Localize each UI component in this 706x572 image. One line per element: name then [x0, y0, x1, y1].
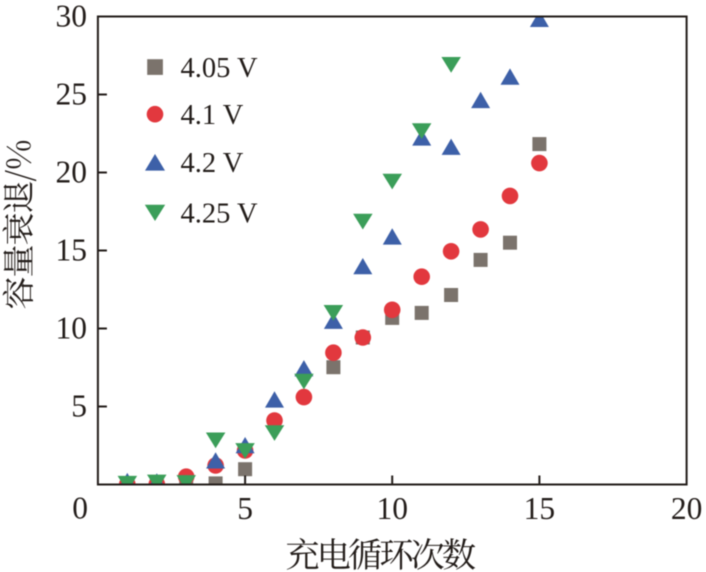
svg-text:15: 15 — [524, 491, 556, 526]
svg-text:15: 15 — [56, 233, 88, 268]
svg-text:5: 5 — [237, 491, 253, 526]
svg-text:20: 20 — [56, 155, 88, 190]
svg-text:10: 10 — [376, 491, 408, 526]
svg-text:4.05 V: 4.05 V — [181, 53, 258, 84]
svg-text:30: 30 — [56, 0, 88, 34]
svg-text:5: 5 — [71, 389, 87, 424]
svg-text:25: 25 — [56, 77, 88, 112]
svg-text:0: 0 — [72, 491, 88, 526]
svg-text:4.1 V: 4.1 V — [181, 100, 244, 131]
svg-text:20: 20 — [671, 491, 703, 526]
svg-text:10: 10 — [56, 311, 88, 346]
svg-text:4.25 V: 4.25 V — [181, 199, 258, 230]
svg-text:4.2 V: 4.2 V — [181, 148, 244, 179]
